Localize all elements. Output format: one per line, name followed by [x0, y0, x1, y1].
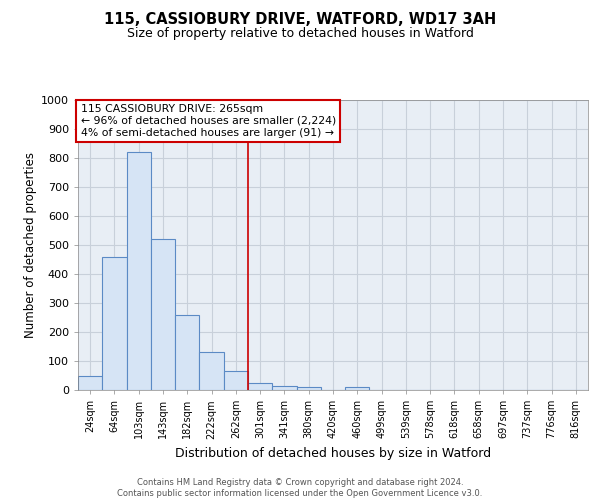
Text: Size of property relative to detached houses in Watford: Size of property relative to detached ho…	[127, 28, 473, 40]
Bar	[248, 383, 272, 390]
Text: 115 CASSIOBURY DRIVE: 265sqm
← 96% of detached houses are smaller (2,224)
4% of : 115 CASSIOBURY DRIVE: 265sqm ← 96% of de…	[80, 104, 336, 138]
Bar	[199, 352, 224, 390]
X-axis label: Distribution of detached houses by size in Watford: Distribution of detached houses by size …	[175, 447, 491, 460]
Bar	[345, 387, 370, 390]
Bar	[151, 239, 175, 390]
Bar	[102, 256, 127, 390]
Y-axis label: Number of detached properties: Number of detached properties	[24, 152, 37, 338]
Bar	[175, 314, 199, 390]
Bar	[127, 152, 151, 390]
Bar	[78, 376, 102, 390]
Text: 115, CASSIOBURY DRIVE, WATFORD, WD17 3AH: 115, CASSIOBURY DRIVE, WATFORD, WD17 3AH	[104, 12, 496, 28]
Bar	[296, 387, 321, 390]
Text: Contains HM Land Registry data © Crown copyright and database right 2024.
Contai: Contains HM Land Registry data © Crown c…	[118, 478, 482, 498]
Bar	[272, 386, 296, 390]
Bar	[224, 371, 248, 390]
